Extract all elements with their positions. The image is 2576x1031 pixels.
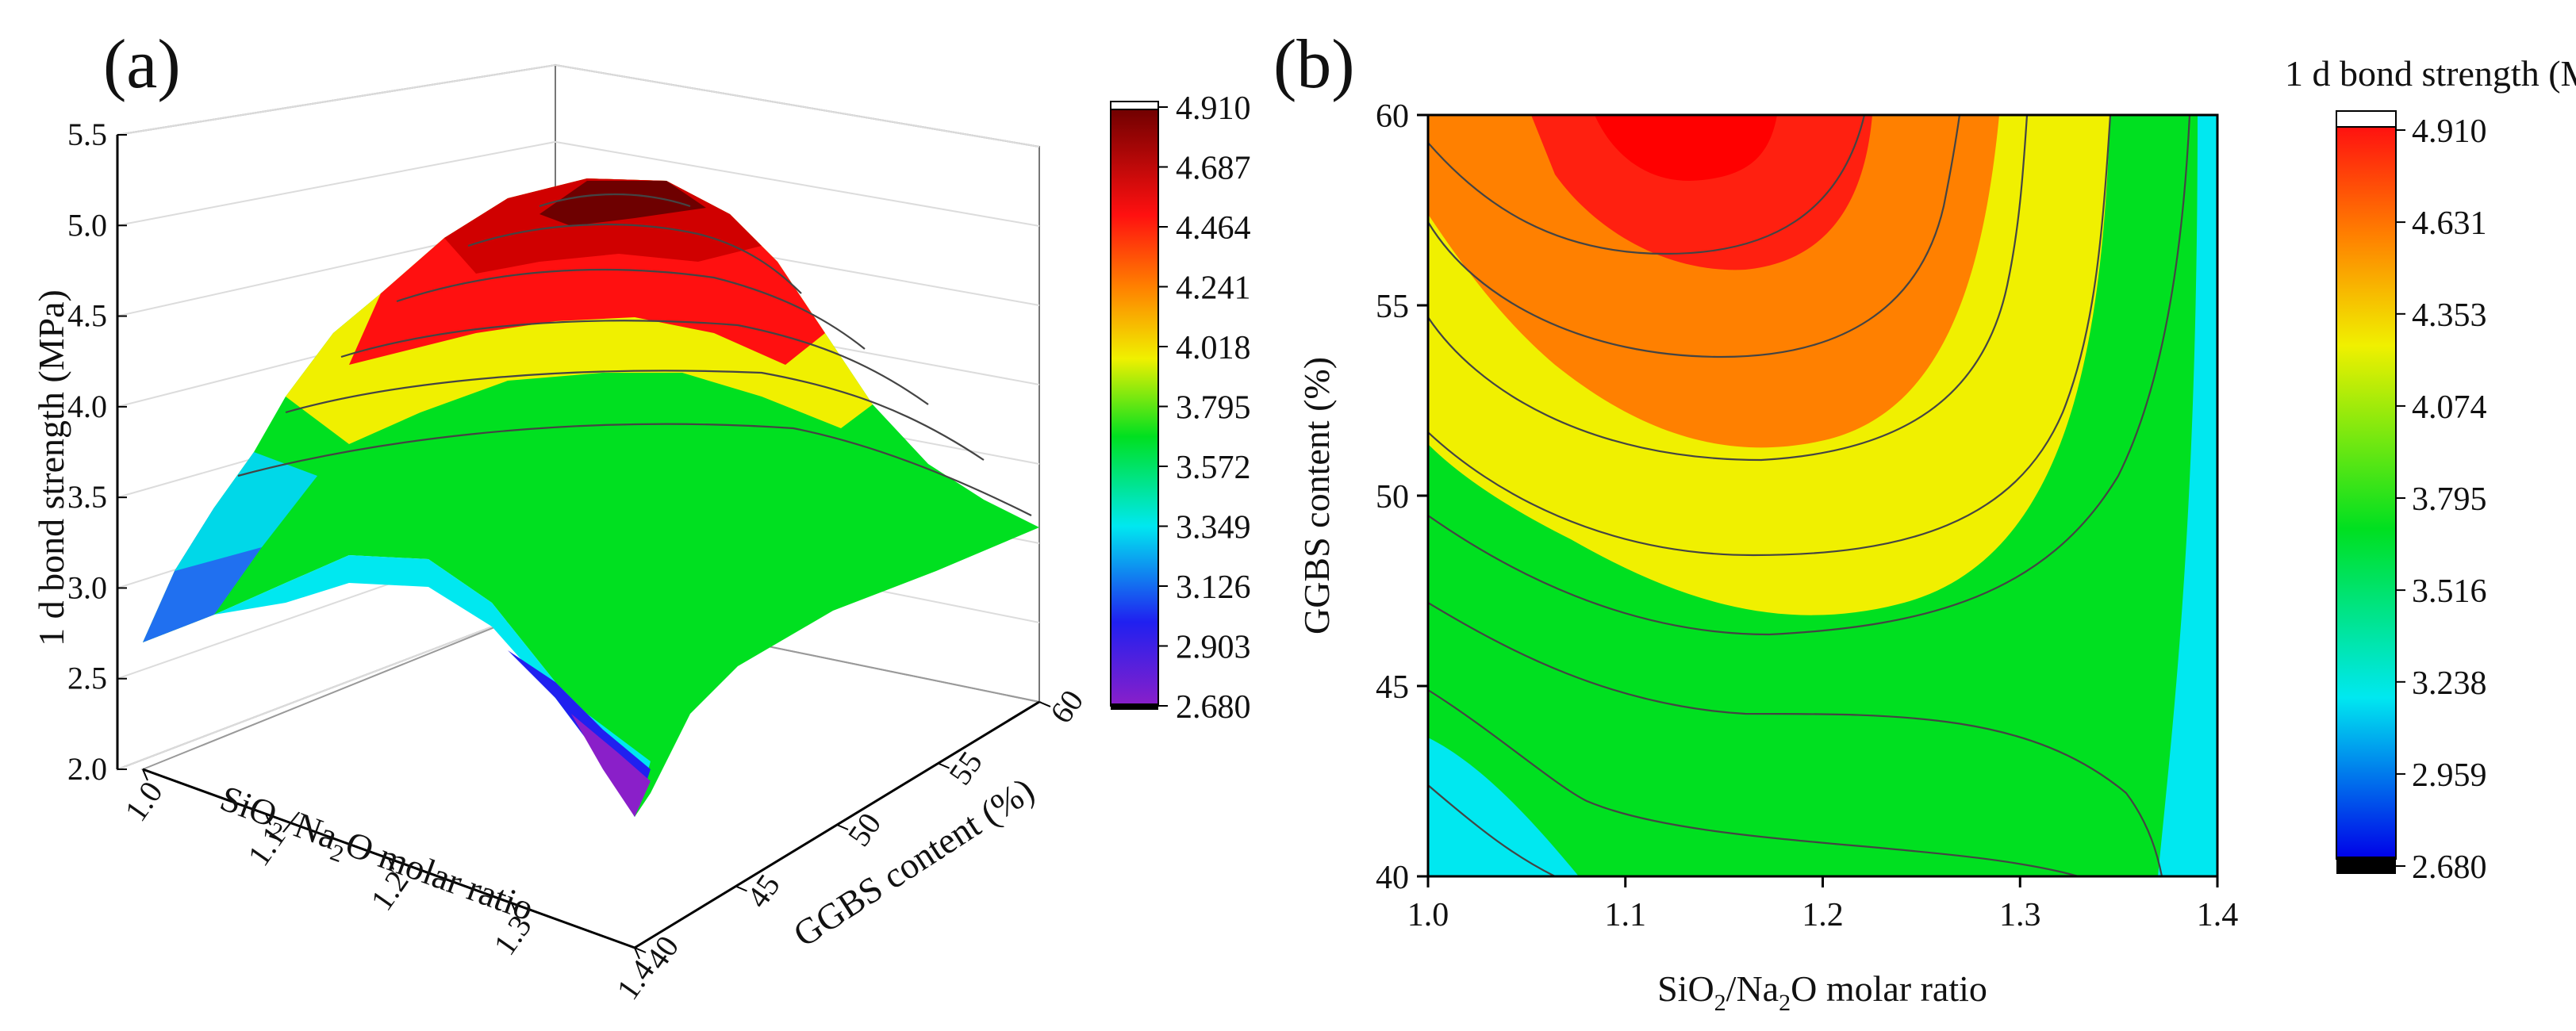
panel-a-label: (a) [103,26,181,103]
y-tick-mark [735,885,747,892]
y-tick-label-a: 45 [739,868,787,914]
y-tick-label-b: 60 [1376,98,1409,135]
colorbar-a-label: 3.572 [1176,450,1251,486]
x-tick-mark [511,903,517,915]
colorbar-title: 1 d bond strength (MPa) [2285,53,2576,94]
x-tick-label-b: 1.2 [1802,897,1844,933]
x-tick-label-a: 1.0 [117,775,170,828]
y-tick-mark [836,824,849,830]
colorbar-a: 4.910 4.687 4.464 4.241 4.018 3.795 3.572 3.349… [1110,90,1251,726]
y-tick-label-a: 60 [1043,684,1091,730]
colorbar-a-label: 4.241 [1176,270,1251,307]
y-axis-title-a: GGBS content (%) [786,769,1041,954]
panel-b-label: (b) [1273,26,1355,103]
colorbar-b-label: 2.959 [2412,757,2487,794]
colorbar-b-label: 3.516 [2412,573,2487,610]
z-tick-label: 3.5 [67,479,107,515]
z-tick-label: 5.0 [67,207,107,243]
colorbar-a-label: 3.126 [1176,569,1251,606]
z-tick-label: 5.5 [67,117,107,152]
colorbar-b-label: 3.795 [2412,481,2487,518]
y-axis-title-b: GGBS content (%) [1296,357,1337,634]
x-tick-label-b: 1.1 [1605,897,1647,933]
colorbar-b-label: 4.074 [2412,389,2487,426]
surface [143,178,1039,817]
x-tick-mark [142,768,148,781]
contour-lines [1428,115,2191,876]
colorbar-b-label: 4.631 [2412,205,2487,242]
x-tick-mark [265,813,271,826]
y-tick-label-b: 45 [1376,669,1409,706]
x-tick-mark [634,947,640,960]
x-axis-title-b: SiO2/Na2O molar ratio [1657,968,1987,1016]
y-tick-label-a: 50 [841,807,889,853]
x-tick-label-b: 1.0 [1407,897,1449,933]
contour-fill [1428,115,2217,876]
contour-chart: (b) 1.0 1.1 1.2 1.3 1.4 40 45 50 55 60 SiO2/Na2O … [1273,26,2576,1016]
surface-chart: (a) [31,26,1251,1006]
z-tick-label: 2.0 [67,751,107,787]
colorbar-a-label: 4.464 [1176,210,1251,247]
z-tick-label: 4.0 [67,389,107,424]
colorbar-b-label: 2.680 [2412,849,2487,886]
y-tick-mark [938,762,950,769]
y-tick-label-b: 55 [1376,289,1409,325]
colorbar-a-label: 4.687 [1176,151,1251,187]
colorbar-a-label: 4.018 [1176,330,1251,366]
colorbar-b-label: 4.353 [2412,297,2487,334]
y-tick-mark [634,947,647,953]
colorbar-b-label: 4.910 [2412,113,2487,150]
colorbar-b-label: 3.238 [2412,665,2487,702]
z-tick-label: 3.0 [67,569,107,605]
panel-b-ticks: 1.0 1.1 1.2 1.3 1.4 40 45 50 55 60 [1376,98,2238,933]
y-tick-label-b: 40 [1376,860,1409,896]
z-tick-label: 2.5 [67,661,107,696]
colorbar-a-label: 2.680 [1176,689,1251,726]
colorbar-a-label: 3.349 [1176,510,1251,546]
colorbar-b: 1 d bond strength (MPa) 4.910 4.631 4.353 4… [2285,53,2576,886]
y-tick-mark [1038,701,1051,707]
colorbar-a-label: 4.910 [1176,90,1251,127]
x-tick-label-b: 1.4 [2197,897,2239,933]
y-tick-label-a: 55 [942,745,989,791]
y-tick-label-b: 50 [1376,479,1409,516]
z-tick-label: 4.5 [67,298,107,334]
colorbar-a-label: 3.795 [1176,390,1251,427]
z-axis-title: 1 d bond strength (MPa) [31,289,71,646]
colorbar-a-label: 2.903 [1176,630,1251,666]
x-tick-mark [388,858,394,870]
x-tick-label-b: 1.3 [1999,897,2041,933]
